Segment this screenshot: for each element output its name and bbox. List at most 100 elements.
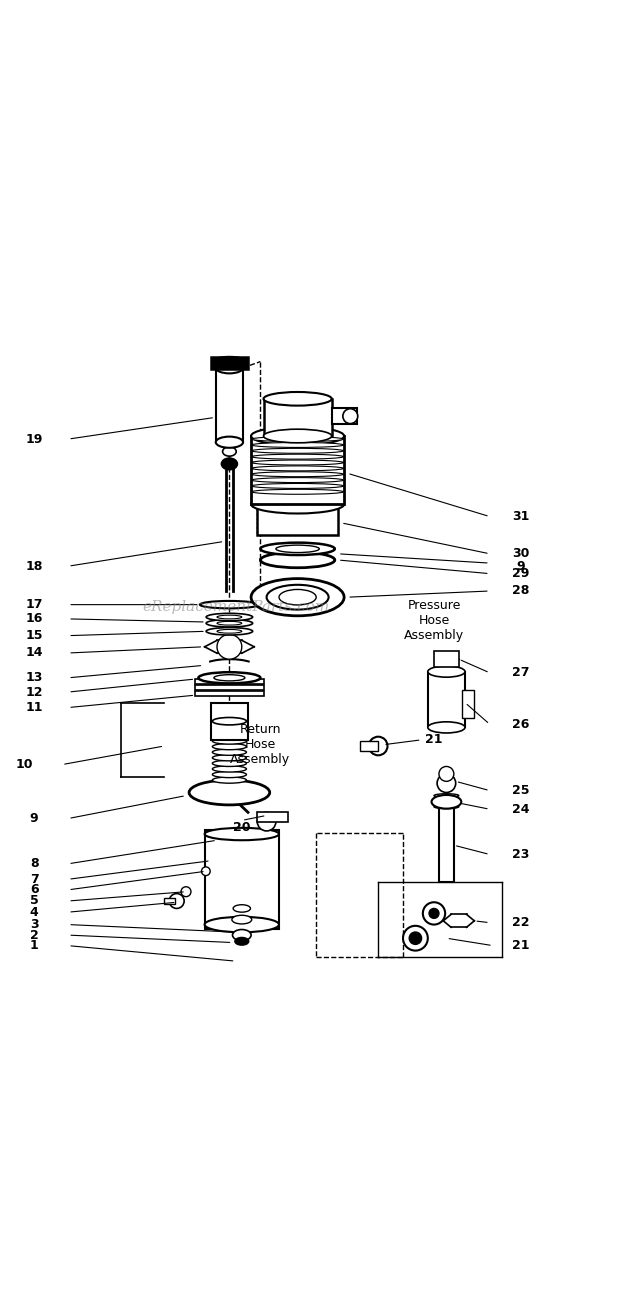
Ellipse shape xyxy=(252,460,343,465)
Ellipse shape xyxy=(251,495,344,513)
Ellipse shape xyxy=(434,794,459,798)
Text: 10: 10 xyxy=(16,757,33,771)
Text: 15: 15 xyxy=(25,629,43,643)
Ellipse shape xyxy=(216,362,243,374)
Text: 14: 14 xyxy=(25,646,43,660)
Text: 25: 25 xyxy=(512,784,529,797)
Text: 9: 9 xyxy=(516,560,525,573)
Ellipse shape xyxy=(252,448,343,453)
Ellipse shape xyxy=(279,589,316,605)
Ellipse shape xyxy=(428,722,465,733)
Ellipse shape xyxy=(252,471,343,477)
Text: 21: 21 xyxy=(425,733,443,746)
Bar xyxy=(360,741,378,751)
Ellipse shape xyxy=(267,585,329,610)
Text: 21: 21 xyxy=(512,939,529,952)
Bar xyxy=(216,368,243,443)
Ellipse shape xyxy=(252,483,343,488)
Text: Return
Hose
Assembly: Return Hose Assembly xyxy=(231,724,290,767)
Circle shape xyxy=(403,926,428,951)
Ellipse shape xyxy=(252,454,343,460)
Text: 9: 9 xyxy=(30,812,38,825)
Ellipse shape xyxy=(206,619,253,627)
Bar xyxy=(211,703,248,739)
Text: 3: 3 xyxy=(30,918,38,931)
Ellipse shape xyxy=(257,516,338,522)
Ellipse shape xyxy=(212,760,247,767)
Ellipse shape xyxy=(217,622,242,626)
Ellipse shape xyxy=(251,579,344,616)
Ellipse shape xyxy=(235,938,249,946)
Ellipse shape xyxy=(260,542,335,555)
Bar xyxy=(211,357,248,370)
Circle shape xyxy=(369,737,388,755)
Text: 11: 11 xyxy=(25,701,43,714)
Text: 27: 27 xyxy=(512,666,529,679)
Ellipse shape xyxy=(205,828,279,840)
Ellipse shape xyxy=(232,930,251,940)
Ellipse shape xyxy=(428,666,465,678)
Bar xyxy=(434,652,459,666)
Ellipse shape xyxy=(214,357,245,364)
Ellipse shape xyxy=(233,905,250,912)
Ellipse shape xyxy=(198,673,260,683)
Ellipse shape xyxy=(257,520,338,526)
Text: 31: 31 xyxy=(512,511,529,524)
Ellipse shape xyxy=(434,801,459,804)
Text: 13: 13 xyxy=(25,671,43,684)
Ellipse shape xyxy=(212,755,247,761)
Text: 22: 22 xyxy=(512,917,529,929)
Ellipse shape xyxy=(260,552,335,568)
Bar xyxy=(257,812,288,821)
Circle shape xyxy=(429,909,439,918)
Text: 5: 5 xyxy=(30,895,38,908)
Circle shape xyxy=(202,867,210,875)
Circle shape xyxy=(409,932,422,944)
Ellipse shape xyxy=(206,628,253,635)
Ellipse shape xyxy=(212,743,247,750)
Bar xyxy=(205,829,279,929)
Ellipse shape xyxy=(200,601,259,609)
Ellipse shape xyxy=(264,392,332,406)
Ellipse shape xyxy=(257,529,338,535)
Ellipse shape xyxy=(212,772,247,777)
Ellipse shape xyxy=(223,447,236,456)
Ellipse shape xyxy=(212,717,247,725)
Text: 30: 30 xyxy=(512,547,529,560)
Ellipse shape xyxy=(276,545,319,552)
Text: 7: 7 xyxy=(30,872,38,885)
Text: 2: 2 xyxy=(30,929,38,942)
Ellipse shape xyxy=(252,436,343,441)
Ellipse shape xyxy=(434,804,459,808)
Ellipse shape xyxy=(217,615,242,619)
Text: 24: 24 xyxy=(512,803,529,816)
Text: eReplacementParts.com: eReplacementParts.com xyxy=(142,599,329,614)
Text: 1: 1 xyxy=(30,939,38,952)
Ellipse shape xyxy=(257,525,338,530)
Circle shape xyxy=(343,409,358,423)
Bar xyxy=(195,691,264,696)
Text: 18: 18 xyxy=(25,560,43,573)
Circle shape xyxy=(437,774,456,793)
Text: 17: 17 xyxy=(25,598,43,611)
Circle shape xyxy=(439,767,454,781)
Ellipse shape xyxy=(205,917,279,932)
Bar xyxy=(332,407,356,423)
Circle shape xyxy=(423,902,445,925)
Text: 6: 6 xyxy=(30,883,38,896)
Circle shape xyxy=(257,812,276,831)
Bar xyxy=(462,690,474,718)
Ellipse shape xyxy=(432,795,461,808)
Circle shape xyxy=(181,887,191,897)
Text: 4: 4 xyxy=(30,905,38,918)
Text: 28: 28 xyxy=(512,585,529,598)
Text: 23: 23 xyxy=(512,848,529,861)
Text: 12: 12 xyxy=(25,686,43,699)
Bar xyxy=(195,686,264,690)
Bar xyxy=(439,808,454,883)
Bar xyxy=(428,671,465,727)
Ellipse shape xyxy=(212,765,247,772)
Ellipse shape xyxy=(216,436,243,448)
Ellipse shape xyxy=(206,614,253,620)
Ellipse shape xyxy=(232,916,252,923)
